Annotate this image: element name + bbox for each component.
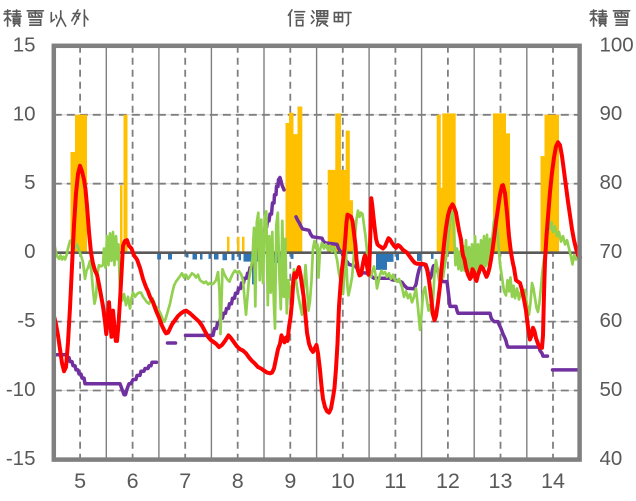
svg-text:13: 13	[489, 469, 513, 493]
svg-text:60: 60	[600, 309, 623, 332]
svg-text:-10: -10	[6, 378, 36, 401]
svg-text:5: 5	[74, 469, 86, 493]
svg-text:5: 5	[24, 171, 35, 194]
svg-text:12: 12	[436, 469, 460, 493]
svg-text:9: 9	[284, 469, 296, 493]
svg-text:40: 40	[600, 447, 623, 470]
svg-text:70: 70	[600, 240, 623, 263]
svg-text:-5: -5	[17, 309, 35, 332]
svg-text:15: 15	[13, 33, 36, 56]
svg-text:80: 80	[600, 171, 623, 194]
svg-text:6: 6	[127, 469, 139, 493]
svg-text:11: 11	[384, 469, 406, 493]
svg-text:8: 8	[232, 469, 244, 493]
svg-text:-15: -15	[6, 447, 36, 470]
svg-text:50: 50	[600, 378, 623, 401]
svg-text:100: 100	[600, 33, 634, 56]
svg-text:10: 10	[331, 469, 355, 493]
svg-text:0: 0	[24, 240, 35, 263]
svg-text:10: 10	[13, 102, 36, 125]
svg-text:14: 14	[541, 469, 565, 493]
svg-text:90: 90	[600, 102, 623, 125]
svg-text:7: 7	[179, 469, 191, 493]
